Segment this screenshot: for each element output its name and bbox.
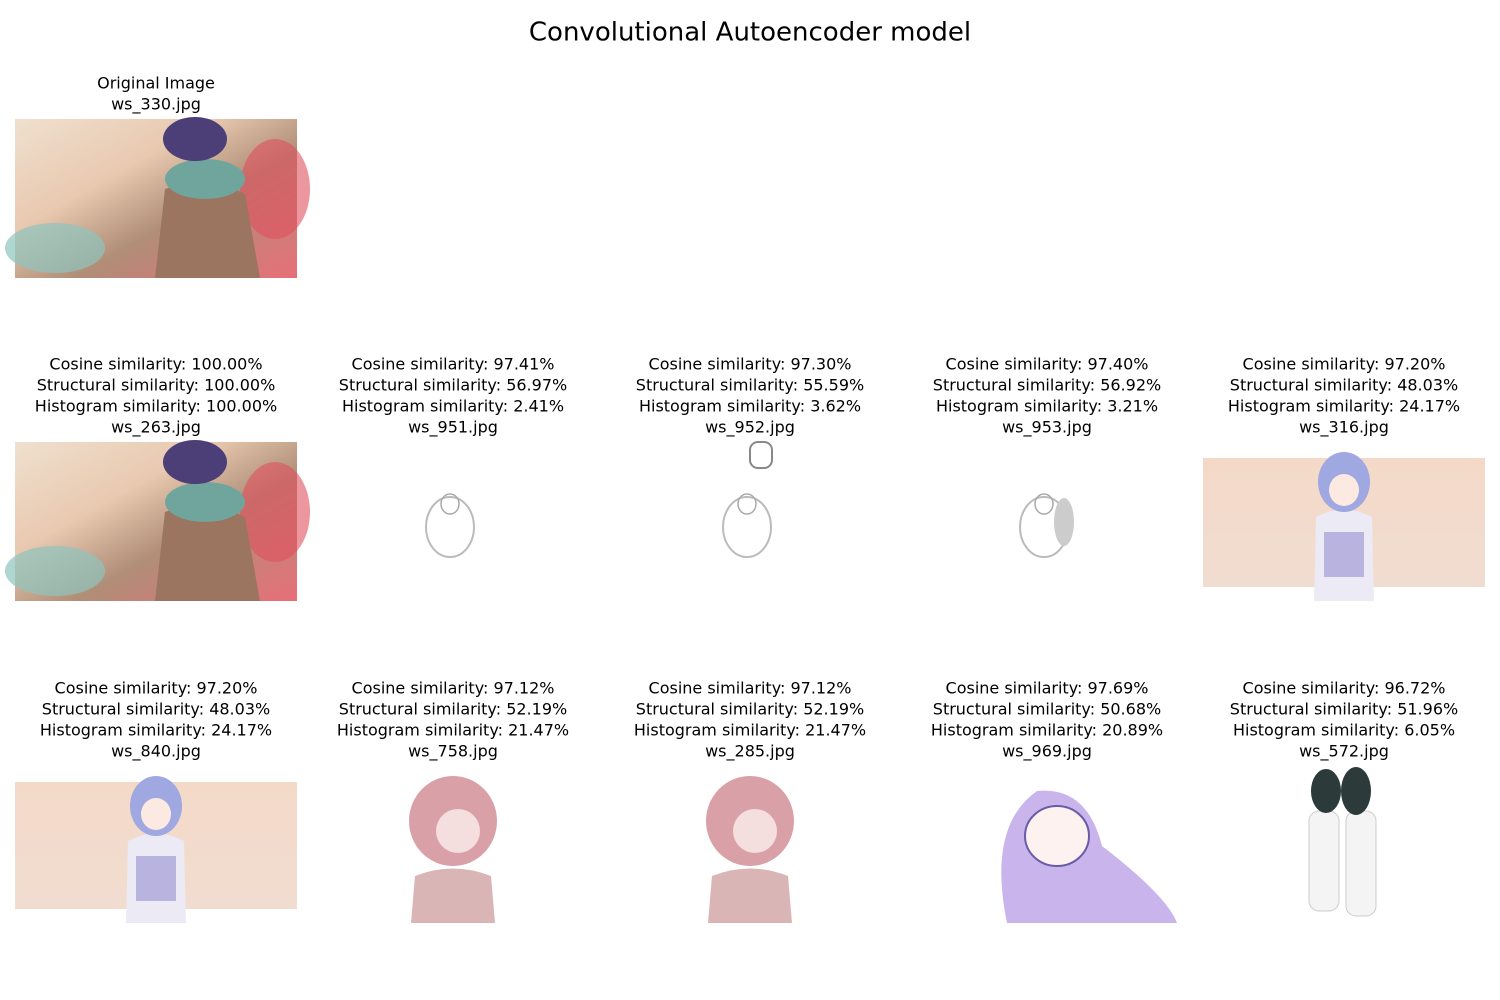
figure-hair [1311, 769, 1341, 813]
result-histogram: Histogram similarity: 21.47% [337, 721, 569, 740]
result-structural: Structural similarity: 48.03% [42, 700, 270, 719]
result-structural: Structural similarity: 100.00% [37, 376, 276, 395]
result-histogram: Histogram similarity: 21.47% [634, 721, 866, 740]
thumbnail [1001, 790, 1177, 923]
sketch-head [1034, 493, 1054, 515]
figure-dress [1308, 810, 1340, 912]
thumbnail [5, 440, 310, 601]
figure-shirt [1324, 532, 1364, 577]
result-structural: Structural similarity: 52.19% [636, 700, 864, 719]
thumbnail [1308, 767, 1377, 917]
sketch-figure [1054, 498, 1074, 546]
figure-title: Convolutional Autoencoder model [529, 18, 971, 48]
result-histogram: Histogram similarity: 6.05% [1233, 721, 1455, 740]
thumbnail [706, 776, 794, 923]
sketch-figure [722, 496, 772, 558]
result-cosine: Cosine similarity: 100.00% [49, 355, 262, 374]
figure-scarf [165, 482, 245, 522]
paint-splash [240, 462, 310, 562]
result-file: ws_840.jpg [111, 742, 201, 762]
result-file: ws_952.jpg [705, 418, 795, 438]
paint-splash [240, 139, 310, 239]
result-file: ws_758.jpg [408, 742, 498, 762]
result-file: ws_316.jpg [1299, 418, 1389, 438]
thumbnail [5, 117, 310, 278]
result-cosine: Cosine similarity: 97.41% [352, 355, 555, 374]
thumbnail [722, 441, 773, 558]
result-cosine: Cosine similarity: 96.72% [1243, 679, 1446, 698]
original-label: Original Image [97, 74, 215, 93]
result-file: ws_953.jpg [1002, 418, 1092, 438]
original-file: ws_330.jpg [111, 95, 201, 115]
figure-coat [155, 505, 260, 601]
sketch-head [440, 493, 460, 515]
result-structural: Structural similarity: 48.03% [1230, 376, 1458, 395]
figure-scarf [165, 159, 245, 199]
thumbnail [15, 776, 297, 923]
result-file: ws_263.jpg [111, 418, 201, 438]
sketch-icon [749, 441, 773, 469]
result-histogram: Histogram similarity: 2.41% [342, 397, 564, 416]
result-cosine: Cosine similarity: 97.20% [55, 679, 258, 698]
thumbnail [425, 493, 475, 558]
thumbnail [1203, 452, 1485, 601]
figure-shirt [136, 856, 176, 901]
result-structural: Structural similarity: 56.97% [339, 376, 567, 395]
result-histogram: Histogram similarity: 24.17% [1228, 397, 1460, 416]
result-cosine: Cosine similarity: 97.12% [649, 679, 852, 698]
figure-face [733, 809, 777, 853]
figure-hair [163, 117, 227, 161]
result-structural: Structural similarity: 50.68% [933, 700, 1161, 719]
result-file: ws_572.jpg [1299, 742, 1389, 762]
result-file: ws_951.jpg [408, 418, 498, 438]
result-histogram: Histogram similarity: 24.17% [40, 721, 272, 740]
figure-hair [163, 440, 227, 484]
result-histogram: Histogram similarity: 3.62% [639, 397, 861, 416]
result-cosine: Cosine similarity: 97.20% [1243, 355, 1446, 374]
figure-body [708, 868, 792, 923]
result-structural: Structural similarity: 52.19% [339, 700, 567, 719]
figure-face [1024, 805, 1090, 867]
figure-dress [1345, 810, 1377, 917]
result-structural: Structural similarity: 56.92% [933, 376, 1161, 395]
result-histogram: Histogram similarity: 100.00% [35, 397, 277, 416]
result-cosine: Cosine similarity: 97.40% [946, 355, 1149, 374]
figure-hair [1341, 767, 1371, 815]
paint-splash [5, 223, 105, 273]
thumbnail [1019, 493, 1074, 558]
sketch-head [737, 493, 757, 515]
result-cosine: Cosine similarity: 97.30% [649, 355, 852, 374]
figure-face [141, 798, 171, 830]
paint-splash [5, 546, 105, 596]
figure-hair [1001, 790, 1177, 923]
result-histogram: Histogram similarity: 3.21% [936, 397, 1158, 416]
result-structural: Structural similarity: 55.59% [636, 376, 864, 395]
sketch-figure [425, 496, 475, 558]
result-cosine: Cosine similarity: 97.12% [352, 679, 555, 698]
result-file: ws_969.jpg [1002, 742, 1092, 762]
figure-face [1329, 474, 1359, 506]
figure-body [411, 868, 495, 923]
result-histogram: Histogram similarity: 20.89% [931, 721, 1163, 740]
figure-face [436, 809, 480, 853]
figure-coat [155, 182, 260, 278]
thumbnail [409, 776, 497, 923]
result-file: ws_285.jpg [705, 742, 795, 762]
result-structural: Structural similarity: 51.96% [1230, 700, 1458, 719]
result-cosine: Cosine similarity: 97.69% [946, 679, 1149, 698]
